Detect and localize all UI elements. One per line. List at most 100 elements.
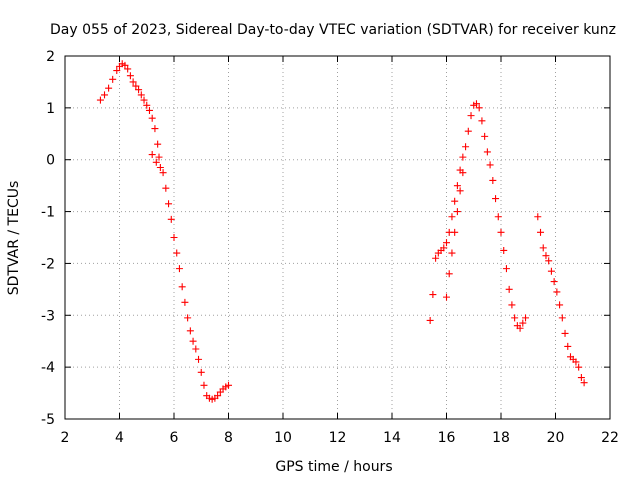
data-point-plus — [121, 61, 129, 69]
data-point-plus — [481, 132, 489, 140]
data-point-plus — [162, 184, 170, 192]
y-tick-label: -1 — [41, 205, 55, 221]
data-point-plus — [542, 252, 550, 260]
x-tick-label: 20 — [547, 430, 565, 446]
data-point-plus — [178, 283, 186, 291]
y-axis-tick-labels: 2 1 0 -1 -2 -3 -4 -5 — [41, 49, 55, 428]
x-tick-label: 8 — [224, 430, 233, 446]
data-point-plus — [105, 84, 113, 92]
grid-lines — [65, 56, 610, 419]
chart-title: Day 055 of 2023, Sidereal Day-to-day VTE… — [50, 22, 616, 38]
data-point-plus — [572, 358, 580, 366]
data-point-plus — [101, 91, 109, 99]
series-arc-3 — [426, 100, 530, 332]
data-point-plus — [109, 75, 117, 83]
data-point-plus — [516, 324, 524, 332]
data-point-plus — [511, 314, 519, 322]
x-tick-label: 22 — [601, 430, 619, 446]
data-point-plus — [537, 228, 545, 236]
data-point-plus — [459, 169, 467, 177]
data-point-plus — [152, 158, 160, 166]
data-point-plus — [550, 278, 558, 286]
data-point-plus — [214, 392, 222, 400]
data-point-plus — [143, 101, 151, 109]
x-tick-label: 16 — [438, 430, 456, 446]
data-point-plus — [173, 249, 181, 257]
data-point-plus — [522, 314, 530, 322]
data-point-plus — [154, 140, 162, 148]
data-point-plus — [534, 213, 542, 221]
series-arc-4 — [443, 169, 467, 301]
data-point-plus — [502, 265, 510, 273]
data-point-plus — [448, 249, 456, 257]
data-point-plus — [165, 200, 173, 208]
data-point-plus — [453, 208, 461, 216]
data-point-plus — [156, 163, 164, 171]
data-point-plus — [464, 127, 472, 135]
data-point-plus — [489, 176, 497, 184]
data-point-plus — [184, 314, 192, 322]
data-point-plus — [519, 319, 527, 327]
data-point-plus — [155, 153, 163, 161]
data-point-plus — [225, 381, 232, 389]
data-point-plus — [129, 78, 137, 86]
data-point-plus — [486, 161, 494, 169]
data-point-plus — [558, 314, 566, 322]
data-point-plus — [151, 125, 159, 133]
y-tick-label: -4 — [41, 360, 55, 376]
x-tick-label: 6 — [170, 430, 179, 446]
y-tick-label: -5 — [41, 412, 55, 428]
data-point-plus — [545, 257, 553, 265]
data-point-plus — [451, 197, 459, 205]
data-point-plus — [135, 86, 143, 94]
data-point-plus — [175, 265, 183, 273]
y-axis-label: SDTVAR / TECUs — [6, 181, 22, 296]
data-point-plus — [148, 151, 156, 159]
data-point-plus — [467, 112, 475, 120]
data-point-plus — [483, 148, 491, 156]
data-point-plus — [475, 104, 483, 112]
data-point-plus — [448, 213, 456, 221]
data-point-plus — [505, 285, 513, 293]
data-points — [96, 60, 588, 403]
data-point-plus — [453, 182, 461, 190]
data-point-plus — [432, 254, 440, 262]
y-tick-label: -3 — [41, 308, 55, 324]
series-arc-5 — [534, 213, 588, 387]
data-point-plus — [445, 270, 453, 278]
data-point-plus — [200, 381, 208, 389]
x-axis-tick-labels: 2 4 6 8 10 12 14 16 18 20 22 — [61, 430, 619, 446]
data-point-plus — [140, 96, 148, 104]
data-point-plus — [192, 345, 200, 353]
data-point-plus — [580, 379, 588, 387]
data-point-plus — [126, 72, 134, 80]
data-point-plus — [451, 228, 459, 236]
data-point-plus — [556, 301, 564, 309]
data-point-plus — [497, 228, 505, 236]
data-point-plus — [539, 244, 547, 252]
data-point-plus — [186, 327, 194, 335]
data-point-plus — [132, 82, 140, 90]
y-tick-label: 0 — [46, 153, 55, 169]
data-point-plus — [426, 316, 434, 324]
data-point-plus — [462, 143, 470, 151]
y-tick-label: 1 — [46, 101, 55, 117]
data-point-plus — [577, 374, 585, 382]
data-point-plus — [148, 114, 156, 122]
x-tick-label: 4 — [115, 430, 124, 446]
x-tick-label: 14 — [383, 430, 401, 446]
data-point-plus — [456, 187, 464, 195]
data-point-plus — [181, 298, 189, 306]
data-point-plus — [575, 363, 583, 371]
x-tick-label: 2 — [61, 430, 70, 446]
series-arc-1 — [96, 60, 163, 161]
data-point-plus — [189, 337, 197, 345]
data-point-plus — [137, 91, 145, 99]
data-point-plus — [492, 195, 500, 203]
y-tick-label: 2 — [46, 49, 55, 65]
data-point-plus — [494, 213, 502, 221]
x-axis-label: GPS time / hours — [275, 459, 392, 475]
x-tick-label: 10 — [274, 430, 292, 446]
y-tick-label: -2 — [41, 256, 55, 272]
